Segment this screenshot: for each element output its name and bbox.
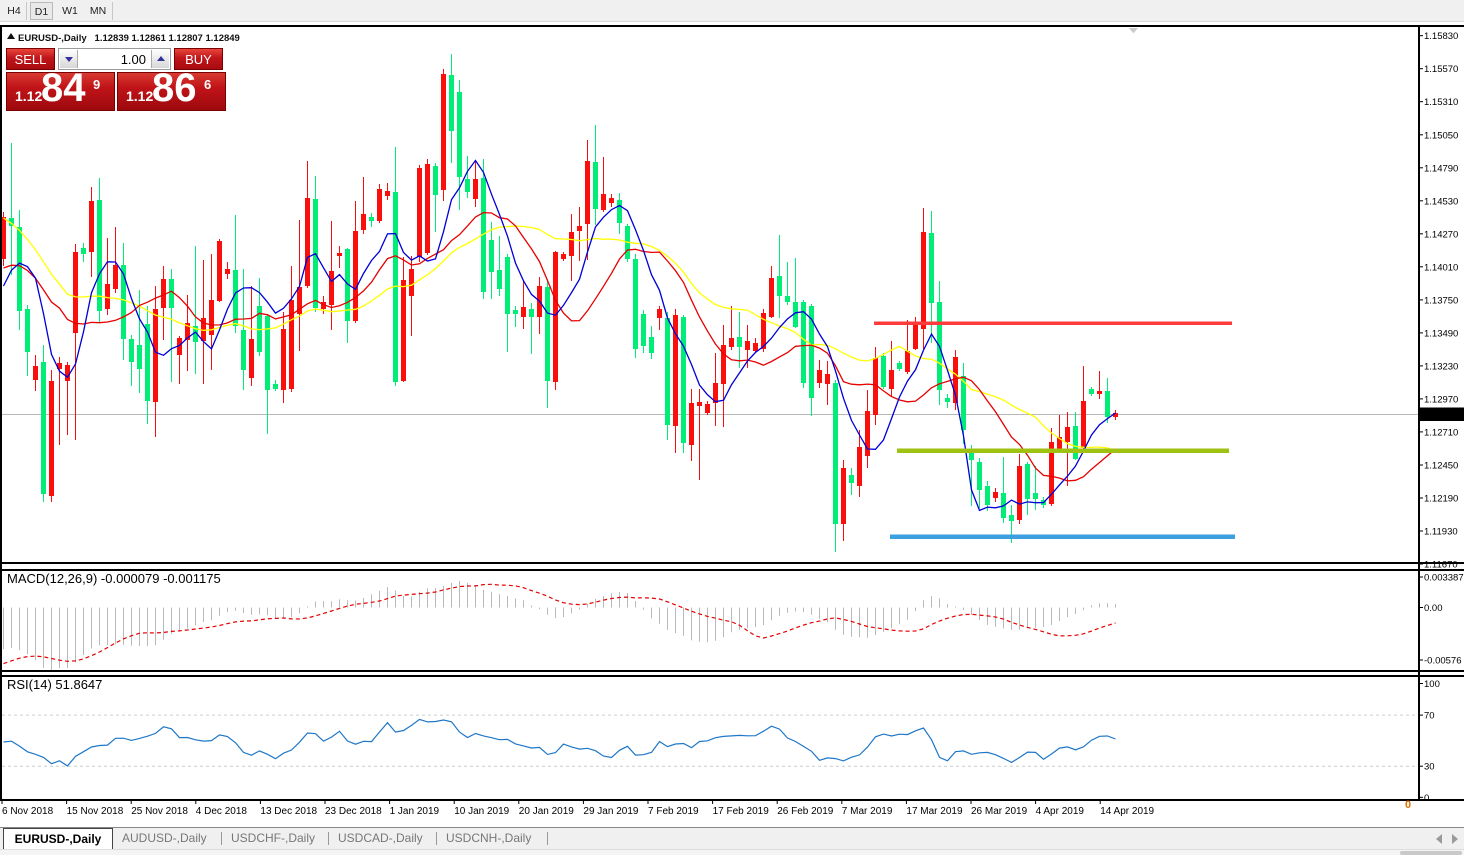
svg-text:MACD(12,26,9) -0.000079 -0.001: MACD(12,26,9) -0.000079 -0.001175: [7, 571, 221, 586]
svg-text:-0.00576: -0.00576: [1424, 656, 1462, 667]
svg-text:1.14530: 1.14530: [1424, 196, 1458, 207]
svg-text:20 Jan 2019: 20 Jan 2019: [519, 806, 574, 817]
svg-text:1.14790: 1.14790: [1424, 163, 1458, 174]
svg-text:1.12190: 1.12190: [1424, 494, 1458, 505]
svg-text:25 Nov 2018: 25 Nov 2018: [131, 806, 188, 817]
svg-text:0.00: 0.00: [1424, 603, 1443, 614]
svg-text:17 Mar 2019: 17 Mar 2019: [906, 806, 963, 817]
svg-text:1.13490: 1.13490: [1424, 328, 1458, 339]
svg-text:15 Nov 2018: 15 Nov 2018: [67, 806, 124, 817]
svg-text:1.11930: 1.11930: [1424, 527, 1458, 538]
svg-text:23 Dec 2018: 23 Dec 2018: [325, 806, 382, 817]
svg-text:1.14010: 1.14010: [1424, 262, 1458, 273]
svg-text:29 Jan 2019: 29 Jan 2019: [583, 806, 638, 817]
svg-text:10 Jan 2019: 10 Jan 2019: [454, 806, 509, 817]
svg-text:1.15310: 1.15310: [1424, 97, 1458, 108]
svg-text:7 Mar 2019: 7 Mar 2019: [842, 806, 893, 817]
svg-text:1.14270: 1.14270: [1424, 229, 1458, 240]
svg-text:14 Apr 2019: 14 Apr 2019: [1100, 806, 1154, 817]
svg-text:100: 100: [1424, 679, 1440, 690]
svg-text:1.12710: 1.12710: [1424, 427, 1458, 438]
svg-text:0.003387: 0.003387: [1424, 573, 1464, 584]
svg-text:1.12970: 1.12970: [1424, 394, 1458, 405]
svg-text:1.15570: 1.15570: [1424, 64, 1458, 75]
svg-text:26 Feb 2019: 26 Feb 2019: [777, 806, 834, 817]
svg-text:4 Apr 2019: 4 Apr 2019: [1036, 806, 1085, 817]
svg-text:6 Nov 2018: 6 Nov 2018: [2, 806, 54, 817]
svg-text:13 Dec 2018: 13 Dec 2018: [260, 806, 317, 817]
svg-text:17 Feb 2019: 17 Feb 2019: [713, 806, 770, 817]
svg-text:1.13230: 1.13230: [1424, 361, 1458, 372]
svg-text:4 Dec 2018: 4 Dec 2018: [196, 806, 248, 817]
svg-text:1.12849: 1.12849: [1424, 410, 1458, 421]
svg-text:30: 30: [1424, 762, 1435, 773]
svg-text:1.12450: 1.12450: [1424, 461, 1458, 472]
svg-text:1.15050: 1.15050: [1424, 130, 1458, 141]
svg-text:26 Mar 2019: 26 Mar 2019: [971, 806, 1028, 817]
svg-text:1 Jan 2019: 1 Jan 2019: [390, 806, 440, 817]
svg-text:0: 0: [1405, 799, 1411, 811]
svg-text:1.13750: 1.13750: [1424, 295, 1458, 306]
svg-text:7 Feb 2019: 7 Feb 2019: [648, 806, 699, 817]
svg-text:0: 0: [1424, 793, 1429, 804]
svg-text:70: 70: [1424, 711, 1435, 722]
svg-text:RSI(14) 51.8647: RSI(14) 51.8647: [7, 677, 102, 692]
svg-text:1.15830: 1.15830: [1424, 31, 1458, 42]
svg-text:1.11670: 1.11670: [1424, 560, 1458, 571]
